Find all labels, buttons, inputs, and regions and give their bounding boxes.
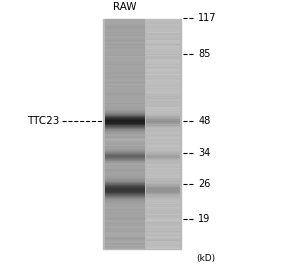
Text: 34: 34 (198, 148, 210, 158)
Text: 85: 85 (198, 49, 211, 59)
Text: 117: 117 (198, 13, 216, 23)
Text: TTC23: TTC23 (27, 116, 59, 126)
Text: (kD): (kD) (197, 254, 216, 263)
Text: 26: 26 (198, 179, 211, 189)
Text: RAW: RAW (113, 2, 136, 12)
Text: 19: 19 (198, 214, 210, 224)
Text: 48: 48 (198, 116, 210, 126)
Bar (103, 19, 181, 249)
